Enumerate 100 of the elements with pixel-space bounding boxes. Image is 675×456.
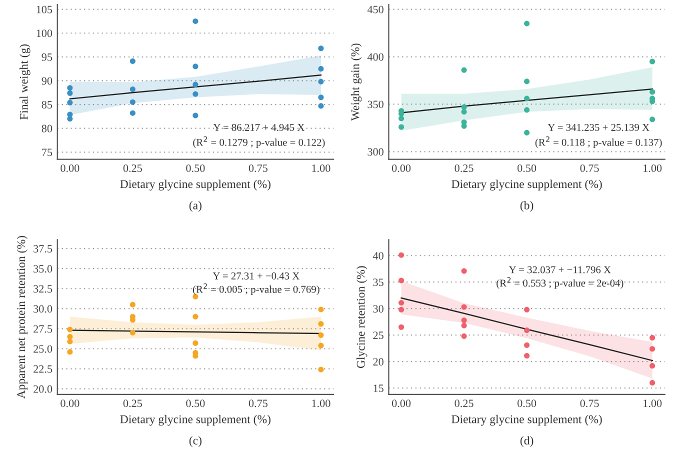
x-tick-label: 0.25 xyxy=(123,164,142,172)
point xyxy=(67,116,73,122)
point xyxy=(318,366,324,372)
y-tick-label: 37.5 xyxy=(34,245,52,253)
x-axis-title: Dietary glycine supplement (%) xyxy=(120,180,270,191)
point xyxy=(67,338,73,344)
point xyxy=(192,314,198,320)
x-tick-label: 0.75 xyxy=(580,164,599,172)
point xyxy=(461,304,467,310)
point xyxy=(650,89,656,95)
point xyxy=(524,20,530,26)
point xyxy=(130,302,136,308)
y-tick-label: 30 xyxy=(373,305,384,313)
point xyxy=(398,306,404,312)
point xyxy=(67,334,73,340)
point xyxy=(318,46,324,52)
point xyxy=(650,116,656,122)
point xyxy=(398,252,404,258)
point xyxy=(318,306,324,312)
x-tick-label: 1.00 xyxy=(644,164,662,172)
point xyxy=(130,99,136,105)
point xyxy=(130,58,136,64)
y-tick-label: 32.5 xyxy=(34,285,52,293)
y-tick-label: 27.5 xyxy=(34,325,52,333)
x-tick-label: 0.50 xyxy=(518,164,536,172)
y-tick-label: 20 xyxy=(373,358,384,366)
point xyxy=(524,328,530,334)
x-tick-label: 0.75 xyxy=(580,400,599,408)
point xyxy=(318,321,324,327)
point xyxy=(650,334,656,341)
y-tick-label: 105 xyxy=(36,6,52,14)
x-axis-title: Dietary glycine supplement (%) xyxy=(452,180,602,191)
point xyxy=(461,268,467,274)
annotation: Y = 32.037 + −11.796 X xyxy=(508,266,611,274)
y-tick-label: 100 xyxy=(36,30,52,38)
point xyxy=(67,90,73,96)
point xyxy=(650,346,656,352)
text: (c) xyxy=(189,436,202,447)
x-tick-label: 0.50 xyxy=(186,400,205,408)
point xyxy=(318,78,324,84)
y-tick-label: 20.0 xyxy=(34,385,52,393)
point xyxy=(461,317,467,324)
point xyxy=(398,324,404,330)
x-tick-label: 1.00 xyxy=(644,400,662,408)
point xyxy=(130,330,136,336)
y-tick-label: 30.0 xyxy=(34,305,52,313)
point xyxy=(524,107,530,113)
point xyxy=(461,67,467,73)
y-tick-label: 35.0 xyxy=(34,265,52,273)
point xyxy=(130,110,136,116)
annotation: (R$^{2}$ = 0.118 ; p-value = 0.137) xyxy=(535,136,662,148)
point xyxy=(192,112,198,118)
y-tick-label: 300 xyxy=(368,148,384,156)
point xyxy=(318,66,324,72)
x-tick-label: 0.00 xyxy=(60,164,80,172)
x-tick-label: 0.75 xyxy=(248,400,268,408)
point xyxy=(192,91,198,97)
annotation: (R$^{2}$ = 0.005 ; p-value = 0.769) xyxy=(193,283,320,295)
x-tick-label: 0.25 xyxy=(123,400,142,408)
annotation: Y = 86.217 + 4.945 X xyxy=(213,124,305,131)
point xyxy=(67,349,73,355)
point xyxy=(524,306,530,312)
point xyxy=(318,332,324,338)
point xyxy=(398,300,404,306)
point xyxy=(461,109,467,115)
point xyxy=(192,64,198,70)
point xyxy=(524,352,530,359)
point xyxy=(398,124,404,130)
y-axis-title: Weight gain (%) xyxy=(350,44,362,121)
y-tick-label: 40 xyxy=(372,252,384,260)
x-tick-label: 0.50 xyxy=(186,164,205,172)
annotation: Y = 27.31 + −0.43 X xyxy=(212,272,300,280)
text: (d) xyxy=(520,436,534,447)
point xyxy=(524,78,530,84)
point xyxy=(318,103,324,109)
text: (a) xyxy=(189,201,202,212)
annotation: Y = 341.235 + 25.139 X xyxy=(548,124,650,131)
y-tick-label: 350 xyxy=(368,100,384,108)
y-tick-label: 25.0 xyxy=(34,345,52,353)
point xyxy=(192,340,198,346)
y-tick-label: 400 xyxy=(367,53,384,61)
y-tick-label: 15 xyxy=(374,384,384,392)
point xyxy=(524,130,530,136)
y-axis-title: Apparent net protein retention (%) xyxy=(16,236,28,399)
x-tick-label: 0.00 xyxy=(392,400,411,408)
point xyxy=(398,116,404,122)
y-tick-label: 85 xyxy=(42,100,52,108)
y-tick-label: 80 xyxy=(42,124,52,132)
y-axis-title: Final weight (g) xyxy=(20,44,30,120)
x-tick-label: 0.00 xyxy=(392,164,411,172)
x-tick-label: 1.00 xyxy=(312,400,330,408)
y-tick-label: 25 xyxy=(373,332,384,340)
point xyxy=(524,96,530,102)
x-tick-label: 0.75 xyxy=(248,164,268,172)
point xyxy=(524,342,530,348)
point xyxy=(192,18,198,24)
point xyxy=(650,363,656,369)
x-tick-label: 0.25 xyxy=(454,400,474,408)
x-axis-title: Dietary glycine supplement (%) xyxy=(120,414,270,426)
point xyxy=(398,278,404,284)
